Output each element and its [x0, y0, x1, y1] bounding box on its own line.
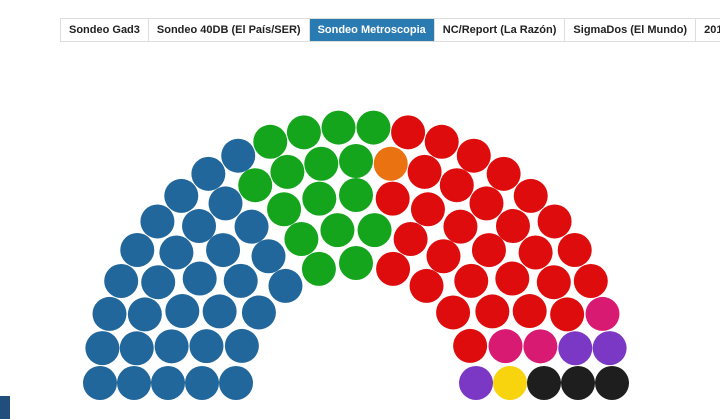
seat — [471, 233, 506, 268]
seat — [270, 154, 305, 189]
seat — [375, 181, 410, 216]
seat — [426, 239, 461, 274]
seat — [189, 329, 224, 364]
seat — [120, 232, 155, 267]
seat — [119, 331, 154, 366]
seat — [141, 265, 176, 300]
seat — [356, 110, 391, 145]
seat — [527, 366, 561, 400]
tab-bar: Sondeo Gad3 Sondeo 40DB (El País/SER) Sond… — [60, 18, 720, 42]
seat — [301, 251, 336, 286]
seat — [454, 263, 489, 298]
seat — [561, 366, 595, 400]
seat — [495, 261, 530, 296]
seat — [286, 115, 321, 150]
seat — [407, 154, 442, 189]
seat — [409, 268, 444, 303]
tab[interactable]: SigmaDos (El Mundo) — [565, 19, 697, 41]
seat — [439, 168, 474, 203]
tab[interactable]: Sondeo 40DB (El País/SER) — [148, 19, 310, 41]
seat — [488, 329, 523, 364]
seat — [486, 156, 521, 191]
seat — [251, 239, 286, 274]
seat — [92, 296, 127, 331]
seat — [523, 329, 558, 364]
seat — [182, 261, 217, 296]
seat — [585, 296, 620, 331]
seat — [558, 331, 593, 366]
seat — [376, 251, 411, 286]
seat — [357, 213, 392, 248]
seat — [164, 178, 199, 213]
seat — [238, 168, 273, 203]
seat — [443, 209, 478, 244]
seat — [393, 222, 428, 257]
tab[interactable]: Sondeo Metroscopia — [309, 19, 435, 41]
seat — [104, 264, 139, 299]
seat — [140, 204, 175, 239]
seat — [595, 366, 629, 400]
seat — [592, 331, 627, 366]
seat — [221, 138, 256, 173]
seat — [253, 124, 288, 159]
seat — [127, 297, 162, 332]
seat — [475, 294, 510, 329]
seat — [537, 204, 572, 239]
seat — [495, 209, 530, 244]
seat — [185, 366, 219, 400]
seat — [469, 186, 504, 221]
seat — [518, 235, 553, 270]
seat — [339, 144, 373, 178]
seat — [550, 297, 585, 332]
seat — [284, 222, 319, 257]
seat — [154, 329, 189, 364]
seat — [339, 178, 373, 212]
seat — [267, 192, 302, 227]
seat — [151, 366, 185, 400]
seat — [85, 331, 120, 366]
corner-badge — [0, 396, 10, 419]
tab[interactable]: 2019 — [696, 19, 720, 41]
seat — [573, 264, 608, 299]
seat — [513, 178, 548, 213]
seat — [268, 268, 303, 303]
seat — [159, 235, 194, 270]
seat — [436, 295, 471, 330]
seat — [453, 328, 488, 363]
seat — [241, 295, 276, 330]
tab[interactable]: Sondeo Gad3 — [61, 19, 149, 41]
seat — [206, 233, 241, 268]
seat — [424, 124, 459, 159]
seat — [224, 328, 259, 363]
seat — [117, 366, 151, 400]
seat — [234, 209, 269, 244]
seat — [557, 232, 592, 267]
seat — [202, 294, 237, 329]
seat — [373, 146, 408, 181]
seat — [302, 181, 337, 216]
seat — [219, 366, 253, 400]
seat — [165, 294, 200, 329]
seat — [191, 156, 226, 191]
seat — [320, 213, 355, 248]
tab[interactable]: NC/Report (La Razón) — [434, 19, 566, 41]
seat — [304, 146, 339, 181]
seat — [536, 265, 571, 300]
seat — [223, 263, 258, 298]
seat — [459, 366, 493, 400]
seat — [208, 186, 243, 221]
seat — [410, 192, 445, 227]
seat — [456, 138, 491, 173]
seat — [182, 209, 217, 244]
seat — [339, 246, 373, 280]
seat — [512, 294, 547, 329]
seat — [83, 366, 117, 400]
seat — [391, 115, 426, 150]
seat — [493, 366, 527, 400]
seat — [321, 110, 356, 145]
